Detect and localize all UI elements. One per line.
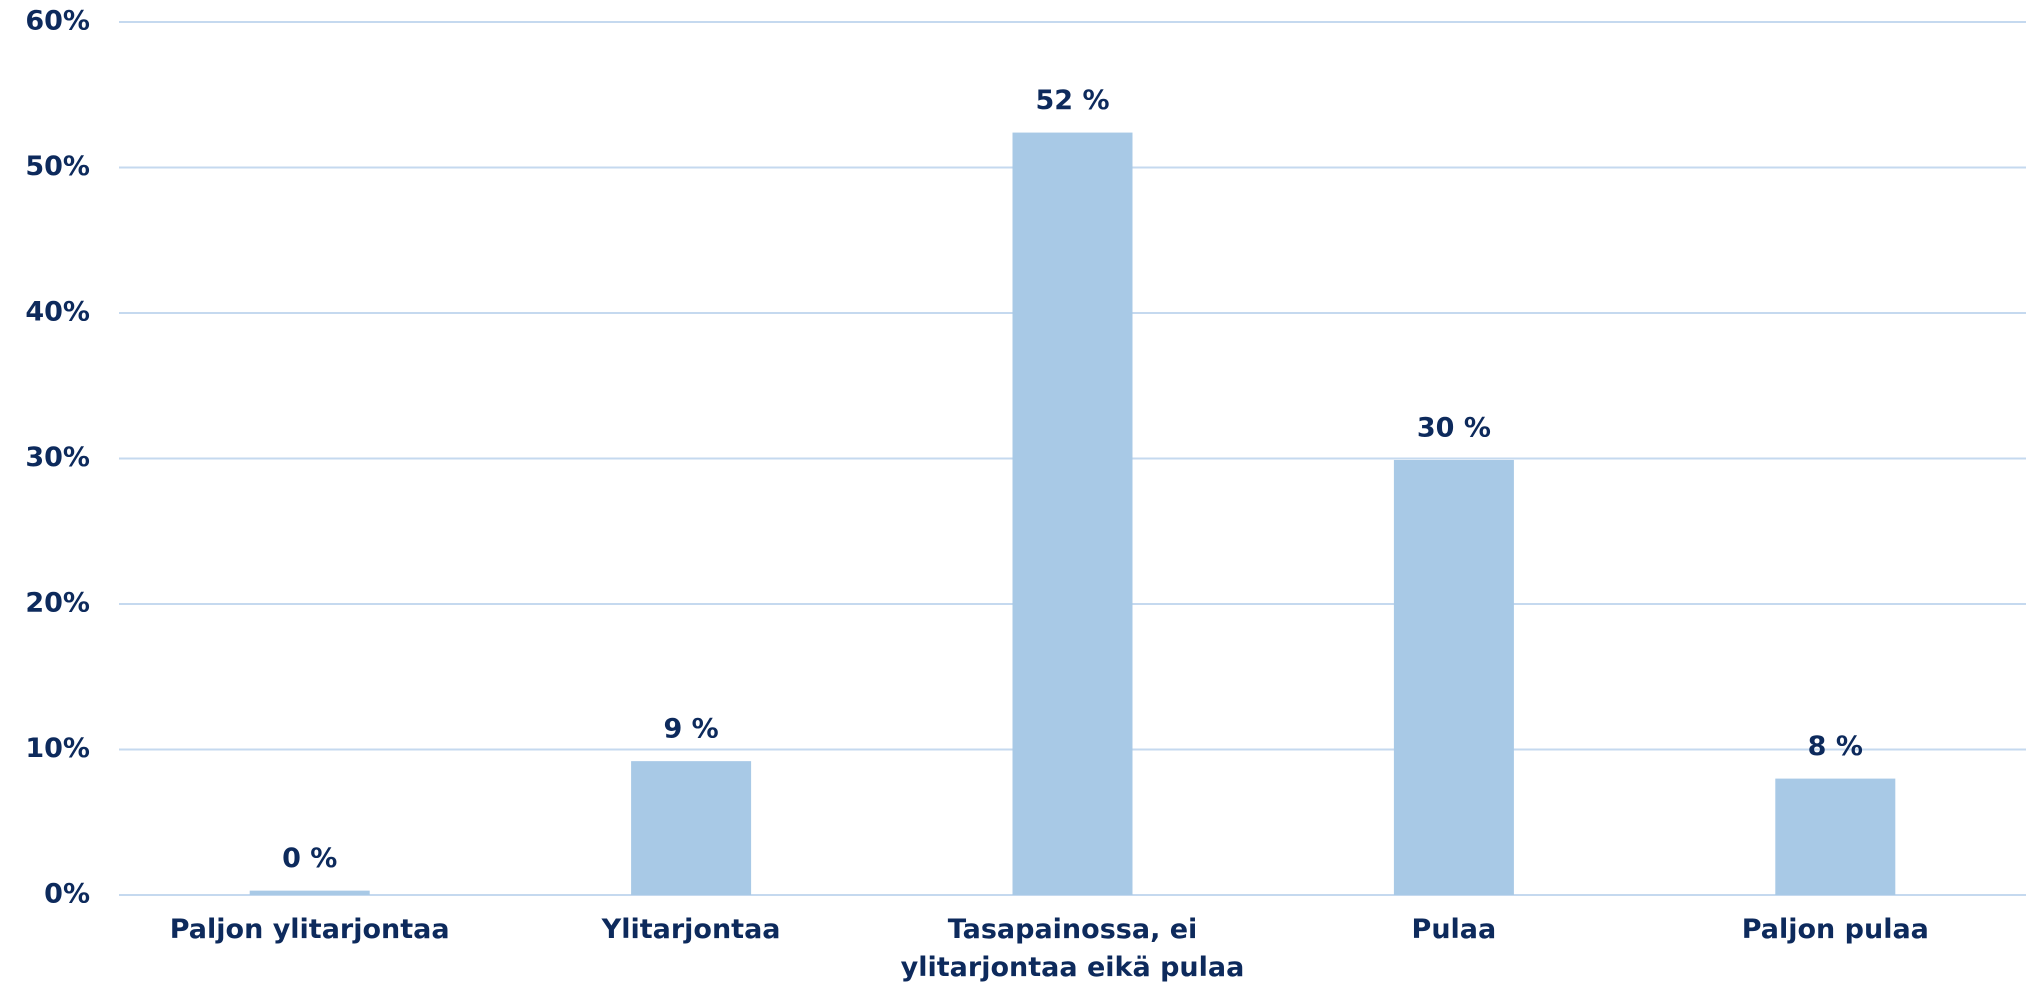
data-label: 0 % <box>282 843 337 874</box>
bar <box>1775 778 1896 895</box>
x-tick-label: Pulaa <box>1411 914 1497 945</box>
y-tick-label: 50% <box>25 151 90 182</box>
data-label: 9 % <box>663 714 718 745</box>
bar <box>1012 132 1133 895</box>
y-tick-label: 10% <box>25 733 90 764</box>
y-tick-label: 60% <box>25 6 90 37</box>
bar <box>249 890 370 895</box>
y-tick-label: 0% <box>44 879 90 910</box>
x-tick-label: Ylitarjontaa <box>601 914 781 945</box>
y-tick-label: 30% <box>25 442 90 473</box>
data-label: 8 % <box>1808 731 1863 762</box>
data-label: 30 % <box>1417 412 1491 443</box>
bar <box>631 761 752 895</box>
y-tick-label: 40% <box>25 297 90 328</box>
x-tick-label: Tasapainossa, ei ylitarjontaa eikä pulaa <box>900 914 1245 983</box>
data-label: 52 % <box>1035 85 1109 116</box>
x-tick-label: Paljon pulaa <box>1741 914 1929 945</box>
y-tick-label: 20% <box>25 588 90 619</box>
x-tick-label: Paljon ylitarjontaa <box>169 914 450 945</box>
bar <box>1393 459 1514 895</box>
